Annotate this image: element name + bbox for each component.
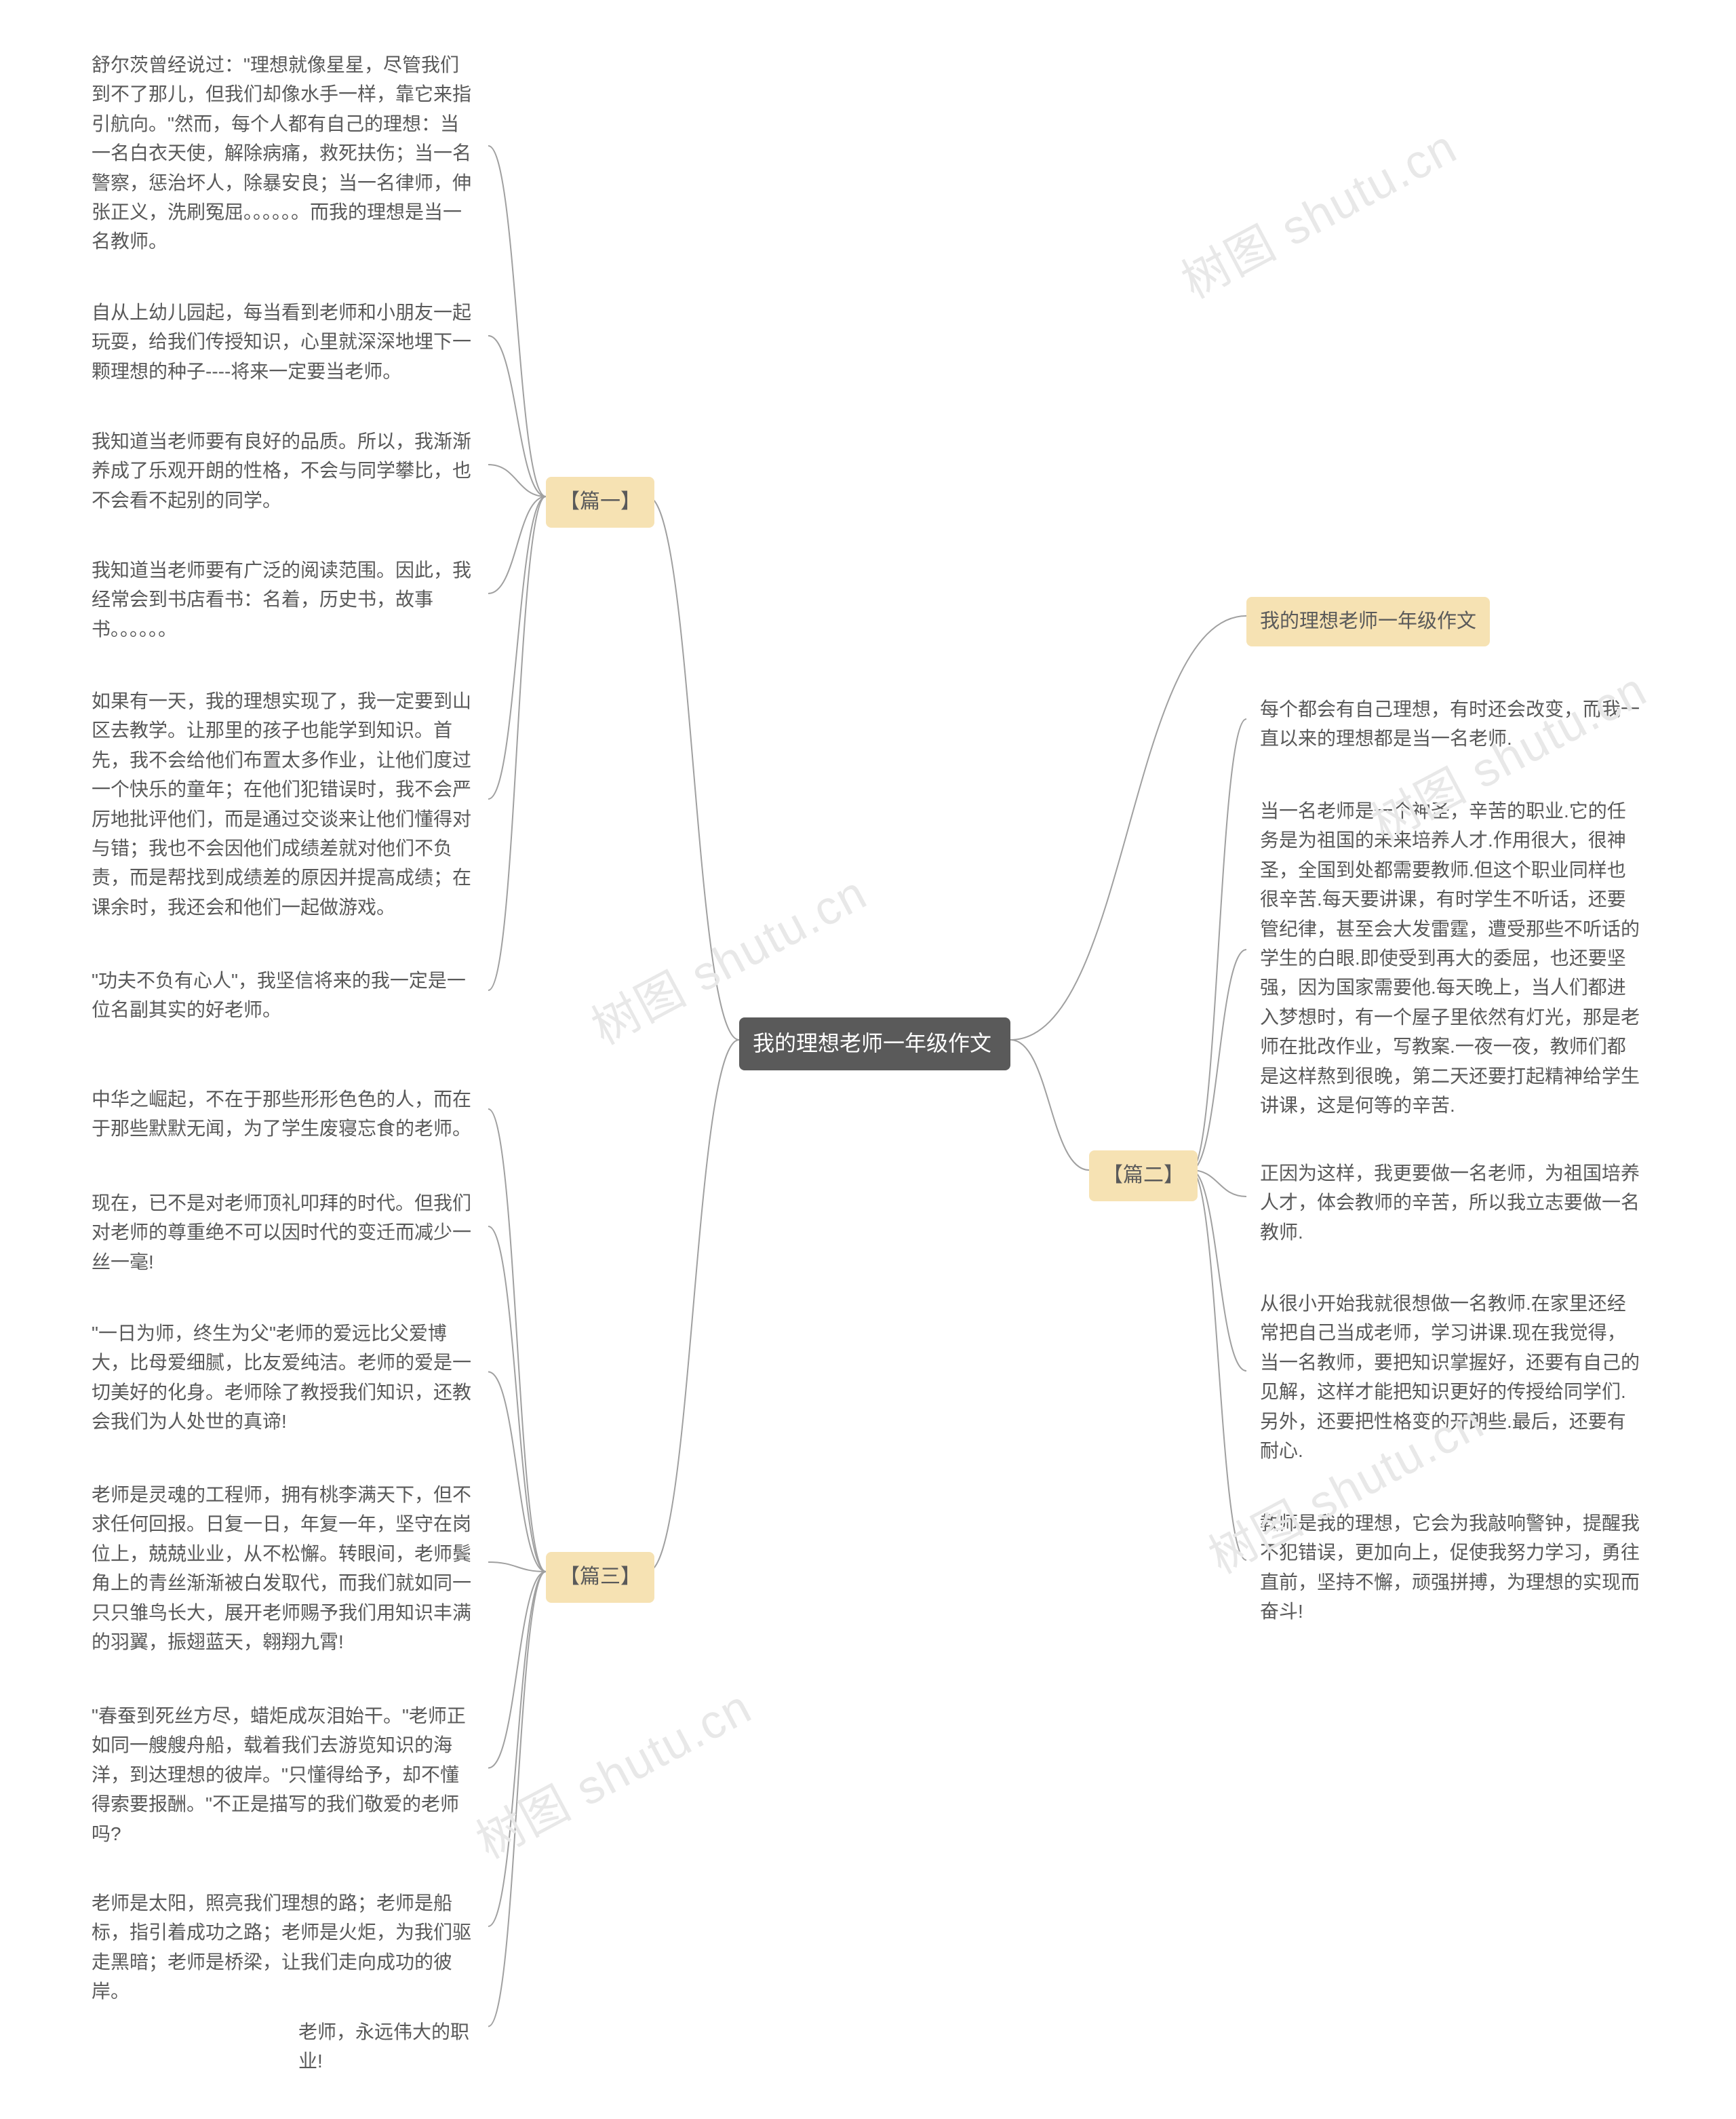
leaf-node: 中华之崛起，不在于那些形形色色的人，而在于那些默默无闻，为了学生废寝忘食的老师。 xyxy=(78,1075,488,1153)
subtitle-leaf: 我的理想老师一年级作文 xyxy=(1246,597,1490,646)
mindmap-root: 我的理想老师一年级作文 xyxy=(739,1017,1010,1070)
leaf-node: 当一名老师是一个神圣，辛苦的职业.它的任务是为祖国的未来培养人才.作用很大，很神… xyxy=(1246,787,1657,1129)
watermark: 树图 shutu.cn xyxy=(462,1669,762,1872)
leaf-node: 老师，永远伟大的职业! xyxy=(285,2008,488,2086)
leaf-node: 老师是灵魂的工程师，拥有桃李满天下，但不求任何回报。日复一日，年复一年，坚守在岗… xyxy=(78,1471,488,1666)
leaf-node: 现在，已不是对老师顶礼叩拜的时代。但我们对老师的尊重绝不可以因时代的变迁而减少一… xyxy=(78,1179,488,1286)
leaf-node: 自从上幼儿园起，每当看到老师和小朋友一起玩耍，给我们传授知识，心里就深深地埋下一… xyxy=(78,288,488,395)
leaf-node: 我知道当老师要有广泛的阅读范围。因此，我经常会到书店看书：名着，历史书，故事书。… xyxy=(78,546,488,653)
leaf-node: "春蚕到死丝方尽，蜡炬成灰泪始干。"老师正如同一艘艘舟船，载着我们去游览知识的海… xyxy=(78,1692,488,1858)
leaf-node: 舒尔茨曾经说过："理想就像星星，尽管我们到不了那儿，但我们却像水手一样，靠它来指… xyxy=(78,41,488,266)
leaf-node: 我知道当老师要有良好的品质。所以，我渐渐养成了乐观开朗的性格，不会与同学攀比，也… xyxy=(78,417,488,524)
section-node-s2: 【篇二】 xyxy=(1089,1150,1198,1201)
leaf-node: 每个都会有自己理想，有时还会改变，而我一直以来的理想都是当一名老师. xyxy=(1246,685,1657,763)
section-node-s1: 【篇一】 xyxy=(546,477,654,528)
leaf-node: 教师是我的理想，它会为我敲响警钟，提醒我不犯错误，更加向上，促使我努力学习，勇往… xyxy=(1246,1499,1657,1636)
leaf-node: 如果有一天，我的理想实现了，我一定要到山区去教学。让那里的孩子也能学到知识。首先… xyxy=(78,677,488,931)
watermark: 树图 shutu.cn xyxy=(1168,109,1467,312)
leaf-node: 从很小开始我就很想做一名教师.在家里还经常把自己当成老师，学习讲课.现在我觉得，… xyxy=(1246,1279,1657,1475)
leaf-node: 老师是太阳，照亮我们理想的路；老师是船标，指引着成功之路；老师是火炬，为我们驱走… xyxy=(78,1879,488,2016)
leaf-node: "一日为师，终生为父"老师的爱远比父爱博大，比母爱细腻，比友爱纯洁。老师的爱是一… xyxy=(78,1309,488,1446)
section-node-s3: 【篇三】 xyxy=(546,1552,654,1603)
leaf-node: "功夫不负有心人"，我坚信将来的我一定是一位名副其实的好老师。 xyxy=(78,956,488,1034)
leaf-node: 正因为这样，我更要做一名老师，为祖国培养人才，体会教师的辛苦，所以我立志要做一名… xyxy=(1246,1149,1657,1256)
